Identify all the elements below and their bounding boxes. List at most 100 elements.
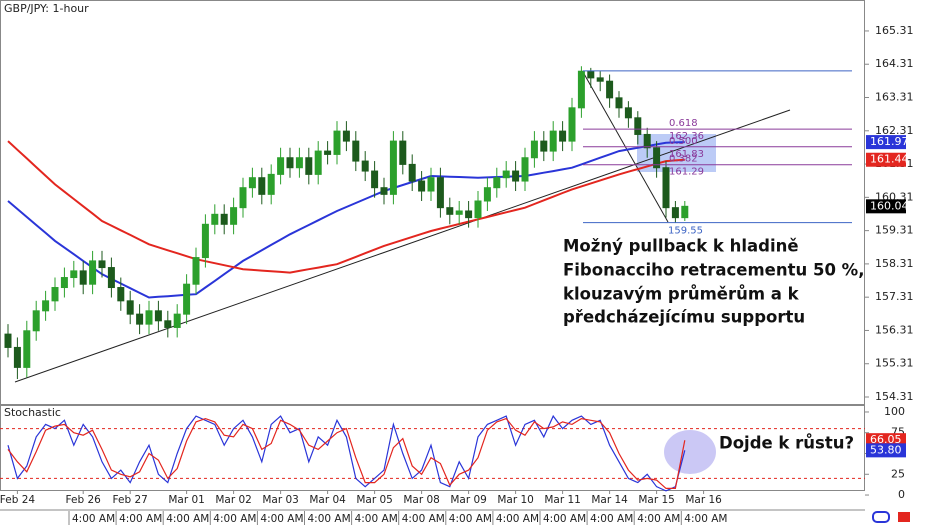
candle-body (352, 140, 360, 162)
value-box-label: 161.44 (870, 153, 909, 166)
time-label: 4:00 AM (260, 513, 303, 525)
candle-body (286, 157, 294, 169)
candle-body (51, 287, 59, 302)
candle-body (465, 210, 473, 219)
stochastic-annotation: Dojde k růstu? (719, 434, 854, 453)
link-icon[interactable] (872, 511, 890, 523)
candle-body (136, 313, 144, 325)
candle-body (615, 97, 623, 109)
time-label: 4:00 AM (355, 513, 398, 525)
x-tick-label: Feb 27 (113, 494, 148, 506)
time-label: 4:00 AM (590, 513, 633, 525)
candle-body (192, 257, 200, 285)
candle-body (42, 300, 50, 312)
chart-title: GBP/JPY: 1-hour (4, 2, 89, 15)
candle-body (596, 77, 604, 82)
y-tick-label: 158.31 (875, 257, 914, 270)
candle-body (295, 157, 303, 169)
candle-body (559, 130, 567, 142)
candle-body (248, 177, 256, 189)
time-label: 4:00 AM (496, 513, 539, 525)
candle-body (117, 287, 125, 302)
annotation-line: klouzavým průměrům a k (563, 285, 800, 304)
highlight-circle (664, 430, 716, 474)
x-tick-label: Mar 09 (450, 494, 487, 506)
x-tick-label: Mar 04 (309, 494, 346, 506)
candle-body (436, 177, 444, 209)
candle-body (634, 117, 642, 135)
y-tick-label: 155.31 (875, 357, 914, 370)
candle-body (13, 346, 21, 368)
candle-body (333, 130, 341, 155)
candle-body (483, 187, 491, 202)
y-tick-label: 162.31 (875, 124, 914, 137)
candle-body (389, 140, 397, 195)
trendline (14, 109, 791, 383)
y-tick-label: 164.31 (875, 57, 914, 70)
stochastic-line (7, 417, 686, 489)
value-box (866, 199, 906, 214)
candle-body (502, 170, 510, 179)
candle-body (173, 313, 181, 328)
value-box (866, 135, 906, 150)
candle-body (60, 277, 68, 289)
candle-body (107, 267, 115, 289)
fib-low-label: 159.55 (668, 226, 703, 237)
y-tick-label: 163.31 (875, 91, 914, 104)
candle-body (32, 310, 40, 332)
x-tick-label: Mar 11 (544, 494, 581, 506)
fib-ratio: 0.382 (669, 154, 698, 165)
annotation-line: Fibonacciho retracementu 50 %, (563, 261, 864, 280)
candle-body (277, 157, 285, 175)
annotation-line: Možný pullback k hladině (563, 237, 799, 256)
candle-body (681, 205, 689, 219)
candle-body (474, 200, 482, 219)
candle-body (324, 150, 332, 155)
time-label: 4:00 AM (543, 513, 586, 525)
time-label: 4:00 AM (166, 513, 209, 525)
value-box-label: 66.05 (870, 433, 902, 446)
candle-body (521, 157, 529, 182)
x-tick-label: Feb 24 (0, 494, 35, 506)
candle-body (418, 180, 426, 192)
candle-body (427, 177, 435, 192)
stochastic-line (7, 414, 686, 492)
candle-body (512, 170, 520, 182)
value-box (866, 443, 906, 458)
time-label: 4:00 AM (308, 513, 351, 525)
candle-body (342, 130, 350, 142)
time-label: 4:00 AM (119, 513, 162, 525)
settings-icon[interactable] (898, 512, 910, 522)
y-tick-label: 100 (884, 405, 905, 418)
candle-body (126, 300, 134, 315)
x-tick-label: Mar 08 (403, 494, 440, 506)
y-tick-label: 165.31 (875, 24, 914, 37)
candle-body (145, 310, 153, 325)
value-box-label: 160.04 (870, 199, 909, 212)
candle-body (371, 170, 379, 189)
time-label: 4:00 AM (402, 513, 445, 525)
x-tick-label: Mar 16 (685, 494, 722, 506)
candle-body (399, 140, 407, 165)
candle-body (361, 160, 369, 172)
time-label: 4:00 AM (72, 513, 115, 525)
candle-body (530, 140, 538, 159)
price-panel (0, 0, 865, 405)
fib-ratio: 0.618 (669, 118, 698, 129)
value-box (866, 152, 906, 167)
candle-body (154, 310, 162, 322)
candle-body (671, 207, 679, 219)
moving-average (7, 140, 685, 274)
candle-body (380, 187, 388, 195)
fib-ratio: 0.500 (669, 136, 698, 147)
x-tick-label: Mar 10 (497, 494, 534, 506)
y-tick-label: 159.31 (875, 224, 914, 237)
x-tick-label: Feb 26 (66, 494, 102, 506)
time-label: 4:00 AM (213, 513, 256, 525)
time-label: 4:00 AM (637, 513, 680, 525)
y-tick-label: 157.31 (875, 290, 914, 303)
candle-body (653, 147, 661, 169)
